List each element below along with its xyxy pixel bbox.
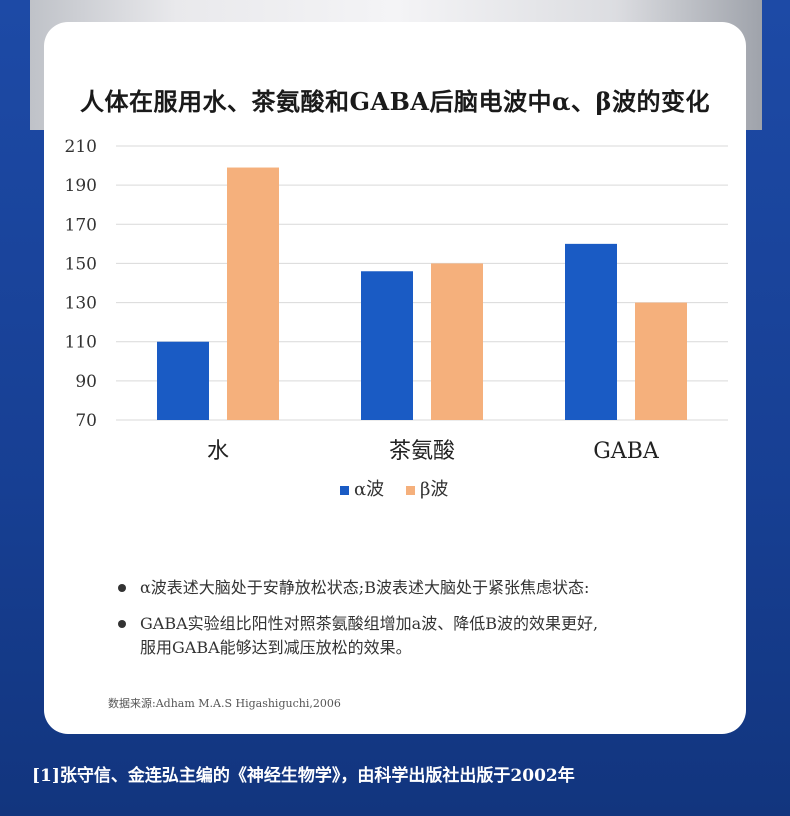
y-tick-label: 170 xyxy=(65,215,97,235)
note-text: α波表述大脑处于安静放松状态;B波表述大脑处于紧张焦虑状态: xyxy=(140,578,590,597)
bar xyxy=(361,271,413,420)
bar xyxy=(157,341,209,420)
legend-label: α波 xyxy=(354,479,384,500)
y-tick-label: 110 xyxy=(65,333,97,353)
legend-swatch xyxy=(406,486,415,495)
notes-list: α波表述大脑处于安静放松状态;B波表述大脑处于紧张焦虑状态: GABA实验组比阳… xyxy=(118,576,758,672)
y-tick-label: 210 xyxy=(65,137,97,157)
note-item: GABA实验组比阳性对照茶氨酸组增加a波、降低B波的效果更好, 服用GABA能够… xyxy=(118,612,758,660)
x-tick-label: GABA xyxy=(593,439,660,464)
y-tick-label: 150 xyxy=(65,254,97,274)
legend-label: β波 xyxy=(420,479,448,500)
chart-title: 人体在服用水、茶氨酸和GABA后脑电波中α、β波的变化 xyxy=(80,87,710,116)
bullet-icon xyxy=(118,620,126,628)
bar xyxy=(565,243,617,420)
x-tick-label: 茶氨酸 xyxy=(389,439,455,464)
footnote: [1]张守信、金连弘主编的《神经生物学》，由科学出版社出版于2002年 xyxy=(32,766,575,786)
legend-swatch xyxy=(340,486,349,495)
y-tick-label: 70 xyxy=(75,411,97,431)
note-text: GABA实验组比阳性对照茶氨酸组增加a波、降低B波的效果更好, xyxy=(140,614,599,633)
x-tick-label: 水 xyxy=(207,439,229,464)
data-source: 数据来源:Adham M.A.S Higashiguchi,2006 xyxy=(108,697,341,710)
note-text-continued: 服用GABA能够达到减压放松的效果。 xyxy=(140,638,412,657)
bullet-icon xyxy=(118,584,126,592)
y-tick-label: 190 xyxy=(65,176,97,196)
bar xyxy=(431,263,483,420)
bar-chart: 70 90 110 130 150 170 190 210 水 茶氨酸 GABA α波 β波 xyxy=(65,137,728,500)
bar xyxy=(635,302,687,420)
chart-card: 人体在服用水、茶氨酸和GABA后脑电波中α、β波的变化 70 90 110 130 15… xyxy=(44,22,746,734)
y-tick-label: 130 xyxy=(65,294,97,314)
note-item: α波表述大脑处于安静放松状态;B波表述大脑处于紧张焦虑状态: xyxy=(118,576,758,600)
bar xyxy=(227,167,279,420)
y-tick-label: 90 xyxy=(75,372,97,392)
